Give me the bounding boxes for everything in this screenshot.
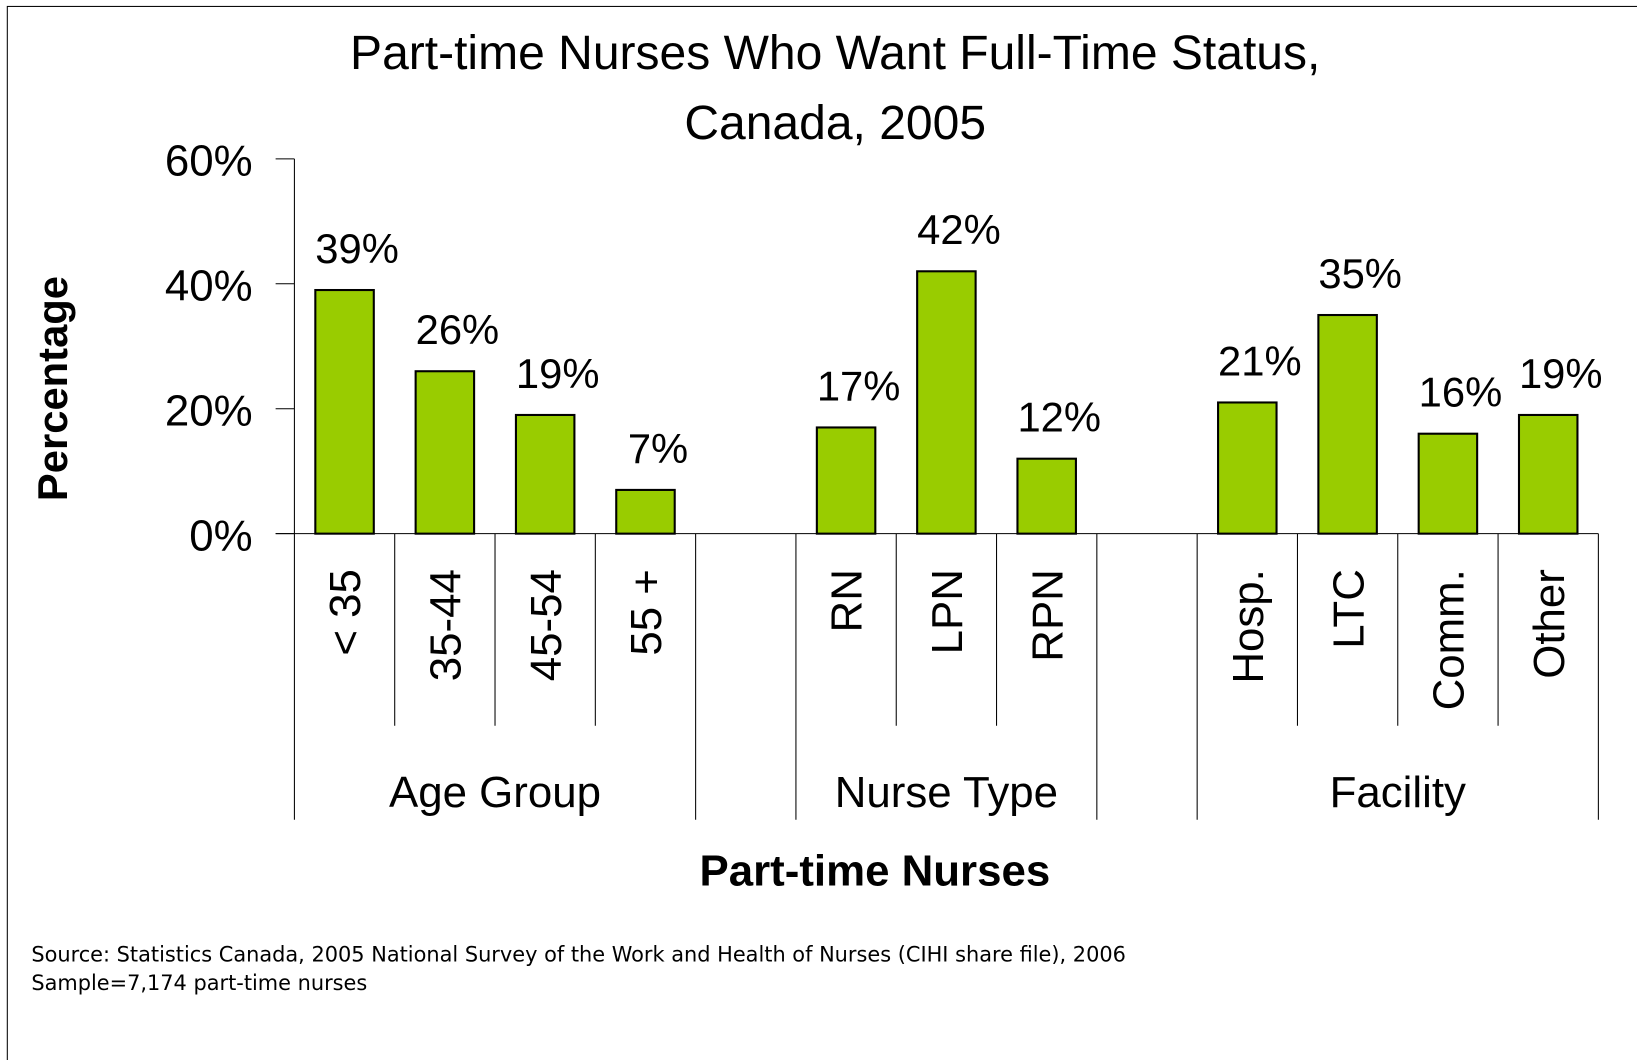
group-label: Age Group [389, 768, 601, 817]
y-axis-label: Percentage [29, 276, 76, 501]
x-tick-label: LPN [923, 569, 972, 654]
value-label: 17% [817, 362, 901, 409]
y-tick-label: 60% [165, 137, 253, 186]
x-tick-label: 35-44 [422, 569, 471, 681]
x-tick-label: Comm. [1425, 569, 1474, 710]
y-tick-label: 0% [189, 511, 252, 560]
x-tick-label: LTC [1324, 569, 1373, 649]
bar [314, 288, 375, 535]
group-label: Nurse Type [835, 768, 1058, 817]
value-label: 21% [1218, 337, 1302, 384]
x-tick-label: Hosp. [1224, 569, 1273, 683]
bar [1417, 432, 1479, 535]
x-axis-label: Part-time Nurses [699, 846, 1050, 895]
bar [1317, 313, 1378, 535]
value-label: 7% [628, 425, 688, 472]
value-label: 39% [315, 225, 399, 272]
bar [615, 488, 676, 535]
value-label: 12% [1017, 394, 1101, 441]
source-note: Source: Statistics Canada, 2005 National… [31, 943, 1126, 967]
bar [1016, 457, 1077, 535]
value-label: 35% [1318, 250, 1402, 297]
y-tick-label: 20% [165, 386, 253, 435]
chart-title: Part-time Nurses Who Want Full-Time Stat… [350, 27, 1320, 80]
bar [815, 426, 877, 535]
value-label: 19% [1519, 350, 1603, 397]
value-label: 26% [416, 306, 500, 353]
x-tick-label: Other [1525, 569, 1574, 679]
bar [514, 413, 576, 535]
sample-note: Sample=7,174 part-time nurses [31, 971, 367, 995]
bar [916, 270, 977, 535]
group-label: Facility [1330, 768, 1466, 817]
value-label: 42% [917, 206, 1001, 253]
bar [1217, 401, 1278, 535]
x-tick-label: RPN [1023, 569, 1072, 662]
bar [414, 370, 476, 535]
x-tick-label: 55 + [622, 569, 671, 656]
frame [6, 5, 1637, 1060]
x-tick-label: < 35 [321, 569, 370, 656]
value-label: 16% [1419, 369, 1503, 416]
chart-title: Canada, 2005 [684, 97, 986, 150]
x-tick-label: RN [823, 569, 872, 632]
y-tick-label: 40% [165, 261, 253, 310]
value-label: 19% [516, 350, 600, 397]
x-tick-label: 45-54 [522, 569, 571, 681]
bar [1517, 413, 1579, 535]
